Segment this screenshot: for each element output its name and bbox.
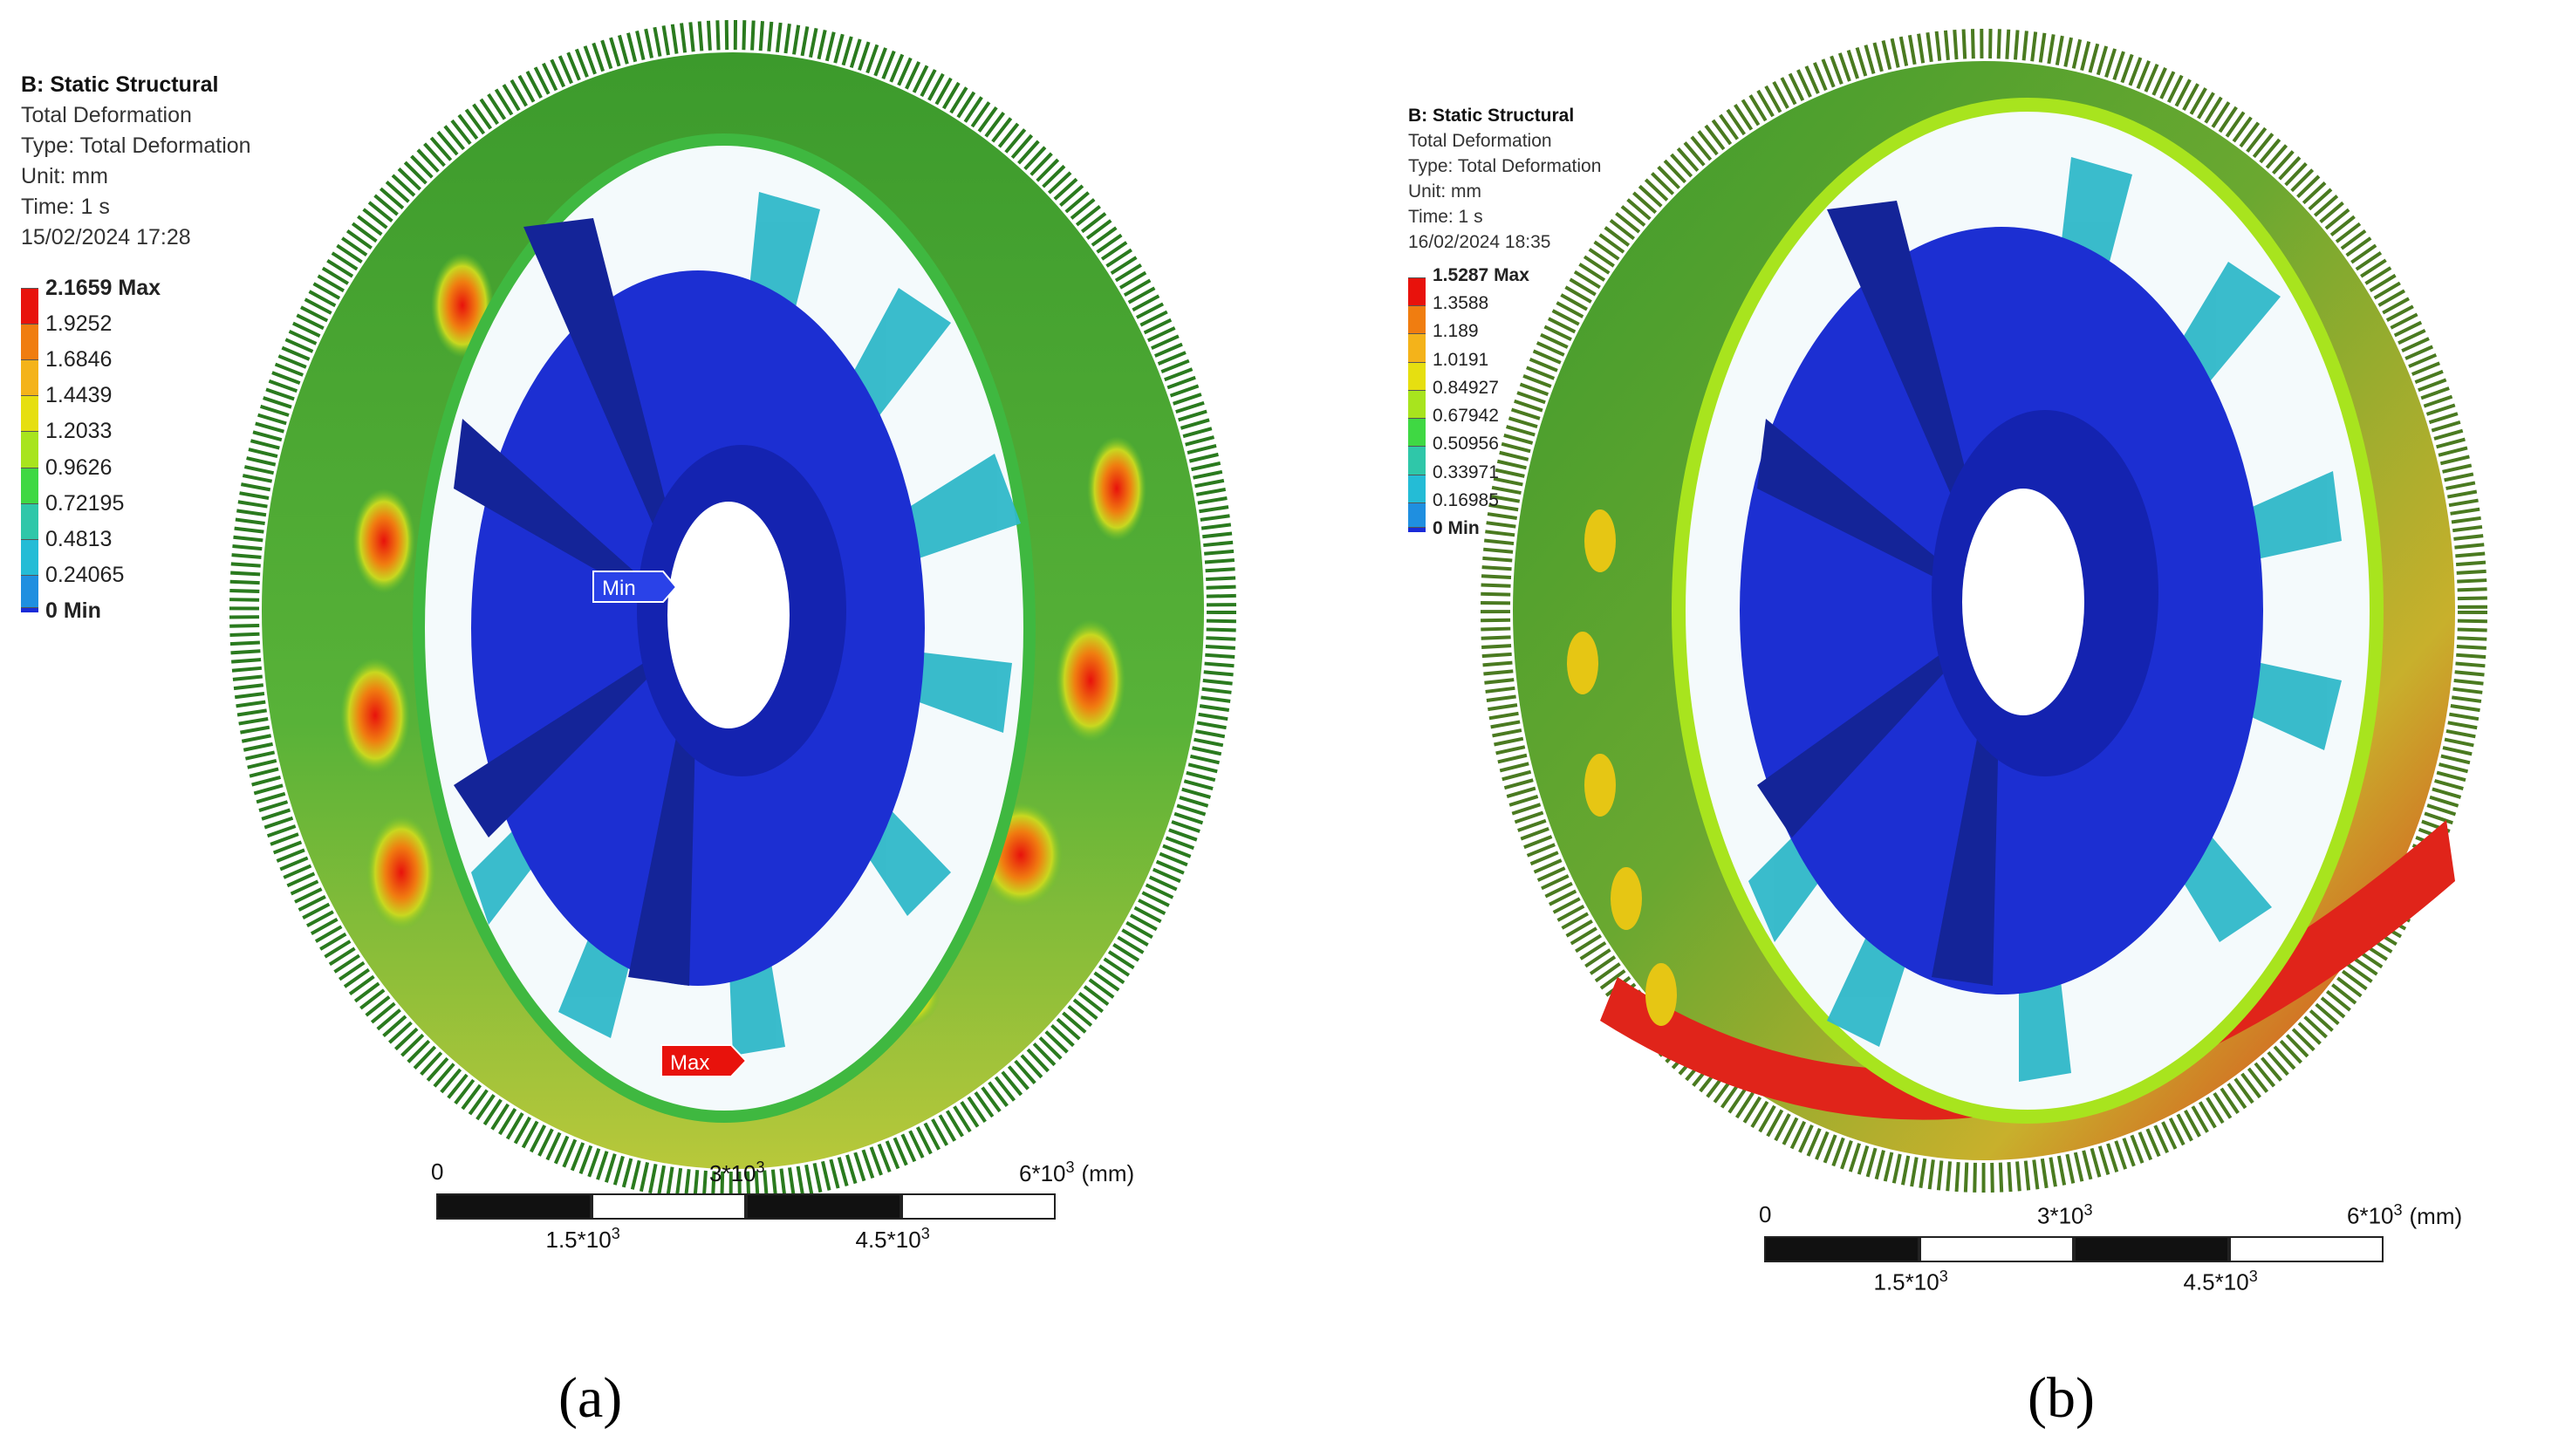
colorbar-label: 1.0191: [1433, 349, 1489, 370]
scale-tick-label: 4.5*103: [855, 1225, 930, 1253]
colorbar-label: 1.5287 Max: [1433, 265, 1529, 285]
colorbar-label: 1.3588: [1433, 293, 1489, 314]
colorbar-b: 1.5287 Max 1.3588 1.189 1.0191 0.84927 0.6794…: [1408, 265, 1600, 538]
legend-line: Total Deformation: [1408, 131, 1552, 151]
colorbar-label: 0 Min: [1433, 518, 1480, 538]
colorbar-swatch: [21, 467, 38, 503]
min-marker-label: Min: [602, 577, 636, 600]
scale-segment: [900, 1193, 1056, 1220]
colorbar-swatch: [21, 574, 38, 611]
colorbar-a: 2.1659 Max 1.9252 1.6846 1.4439 1.2033 0.9626…: [21, 276, 230, 623]
wheel-model-a: Min Max: [229, 20, 1236, 1201]
min-marker-a: Min: [592, 571, 678, 603]
colorbar-swatch: [21, 359, 38, 396]
max-marker-a: Max: [660, 1044, 748, 1077]
colorbar-swatch: [1408, 277, 1426, 306]
colorbar-label: 1.2033: [45, 419, 113, 444]
legend-line: Unit: mm: [21, 164, 108, 188]
colorbar-label: 0.4813: [45, 526, 113, 551]
colorbar-label: 0.72195: [45, 490, 125, 516]
max-marker-label: Max: [670, 1051, 709, 1075]
colorbar-label: 1.6846: [45, 347, 113, 373]
panel-a: Min Max B: Static Structural Total Defor…: [21, 20, 1236, 1430]
colorbar-swatch: [1408, 361, 1426, 390]
scale-tick-label: 6*103 (mm): [1019, 1159, 1135, 1186]
scale-tick-label: 3*103: [2037, 1201, 2093, 1229]
colorbar-label: 0.33971: [1433, 461, 1499, 482]
colorbar-swatch: [1408, 527, 1426, 532]
scale-segment: [591, 1193, 746, 1220]
colorbar-label: 1.4439: [45, 383, 113, 408]
scale-tick-label: 0: [1759, 1201, 1772, 1227]
colorbar-label: 1.9252: [45, 311, 113, 337]
colorbar-swatch: [21, 538, 38, 575]
scale-segment: [2074, 1236, 2229, 1262]
colorbar-swatch: [21, 431, 38, 468]
colorbar-label: 0.67942: [1433, 406, 1499, 427]
panel-label-b: (b): [2028, 1366, 2095, 1430]
scale-tick-label: 6*103 (mm): [2347, 1201, 2463, 1229]
legend-title: B: Static Structural: [1408, 106, 1575, 126]
legend-line: Time: 1 s: [21, 195, 110, 219]
scale-bar-a: 0 3*103 6*103 (mm) 1.5*103 4.5*103: [431, 1159, 1134, 1253]
scale-unit: (mm): [1081, 1159, 1135, 1186]
scale-tick-label: 1.5*103: [545, 1225, 620, 1253]
colorbar-label: 0 Min: [45, 598, 101, 623]
colorbar-label: 1.189: [1433, 321, 1479, 342]
legend-line: Total Deformation: [21, 103, 192, 127]
legend-line: Type: Total Deformation: [21, 133, 251, 158]
colorbar-swatch: [21, 395, 38, 432]
colorbar-swatch: [21, 607, 38, 612]
scale-tick-label: 1.5*103: [1873, 1268, 1948, 1295]
scale-tick-label: 0: [431, 1159, 444, 1185]
colorbar-swatch: [1408, 474, 1426, 502]
panel-label-a: (a): [558, 1366, 623, 1430]
legend-line: Unit: mm: [1408, 181, 1481, 202]
legend-line: Time: 1 s: [1408, 207, 1483, 227]
colorbar-swatch: [1408, 305, 1426, 334]
colorbar-swatch: [1408, 502, 1426, 530]
legend-a: B: Static Structural Total Deformation T…: [21, 70, 251, 253]
scale-segment: [1919, 1236, 2074, 1262]
colorbar-swatch: [21, 288, 38, 325]
colorbar-label: 0.84927: [1433, 377, 1499, 398]
legend-title: B: Static Structural: [21, 72, 219, 97]
scale-tick-label: 3*103: [709, 1159, 765, 1186]
scale-tick-label: 4.5*103: [2183, 1268, 2258, 1295]
scale-unit: (mm): [2409, 1202, 2463, 1229]
colorbar-swatch: [21, 324, 38, 360]
colorbar-swatch: [1408, 446, 1426, 475]
scale-bar-b: 0 3*103 6*103 (mm) 1.5*103 4.5*103: [1759, 1201, 2462, 1295]
scale-segment: [436, 1193, 592, 1220]
panel-b: B: Static Structural Total Deformation T…: [1286, 0, 2572, 1456]
legend-b: B: Static Structural Total Deformation T…: [1408, 103, 1601, 255]
colorbar-label: 0.16985: [1433, 489, 1499, 510]
colorbar-label: 0.9626: [45, 455, 113, 480]
wheel-model-b: [1481, 29, 2487, 1193]
legend-line: Type: Total Deformation: [1408, 156, 1602, 176]
scale-segment: [2228, 1236, 2384, 1262]
scale-segment: [1764, 1236, 1919, 1262]
legend-line: 15/02/2024 17:28: [21, 225, 191, 250]
colorbar-swatch: [1408, 418, 1426, 447]
colorbar-label: 0.24065: [45, 562, 125, 587]
colorbar-swatch: [1408, 333, 1426, 362]
scale-segment: [746, 1193, 901, 1220]
colorbar-swatch: [1408, 389, 1426, 419]
colorbar-label: 2.1659 Max: [45, 276, 161, 300]
colorbar-swatch: [21, 502, 38, 539]
legend-line: 16/02/2024 18:35: [1408, 232, 1551, 252]
colorbar-label: 0.50956: [1433, 434, 1499, 455]
